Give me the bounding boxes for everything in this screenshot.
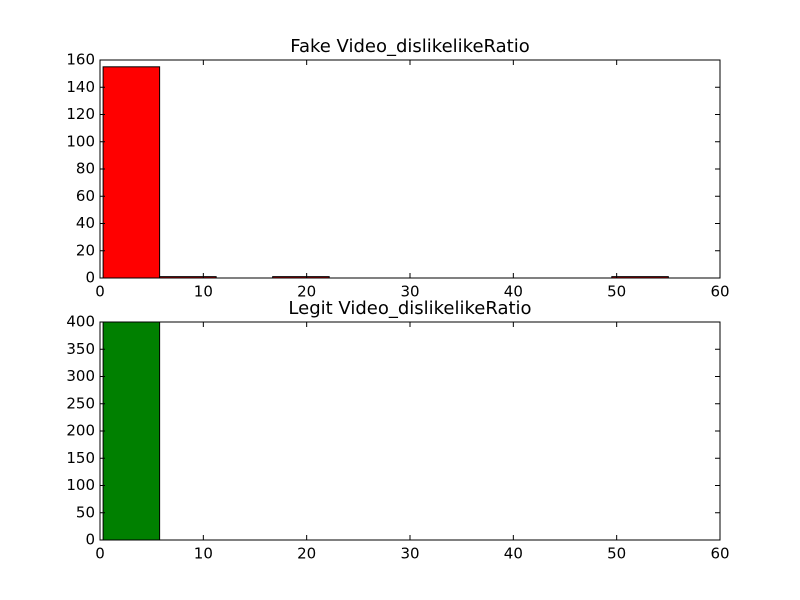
y-tick-label: 250	[66, 394, 95, 412]
y-tick-label: 100	[66, 476, 95, 494]
y-tick-label: 140	[66, 78, 95, 96]
y-tick-label: 120	[66, 105, 95, 123]
y-tick-label: 0	[85, 269, 95, 287]
bar	[611, 276, 669, 278]
x-tick-label: 40	[504, 545, 523, 563]
bar	[159, 276, 217, 278]
x-tick-label: 20	[297, 283, 316, 301]
chart-title: Legit Video_dislikelikeRatio	[288, 298, 531, 319]
plot-area	[102, 66, 669, 278]
y-tick-label: 60	[76, 187, 95, 205]
x-tick-label: 10	[194, 283, 213, 301]
y-tick-label: 200	[66, 422, 95, 440]
bar	[102, 66, 161, 278]
y-tick-label: 0	[85, 531, 95, 549]
x-tick-label: 50	[607, 545, 626, 563]
x-tick-label: 40	[504, 283, 523, 301]
y-tick-label: 80	[76, 160, 95, 178]
y-tick-label: 40	[76, 214, 95, 232]
x-tick-label: 50	[607, 283, 626, 301]
x-tick-label: 60	[710, 283, 729, 301]
x-tick-label: 0	[95, 283, 105, 301]
y-tick-label: 160	[66, 51, 95, 69]
y-tick-label: 150	[66, 449, 95, 467]
x-tick-label: 20	[297, 545, 316, 563]
y-tick-label: 50	[76, 503, 95, 521]
x-tick-label: 60	[710, 545, 729, 563]
bar	[102, 322, 161, 540]
y-tick-label: 300	[66, 367, 95, 385]
bar	[272, 276, 330, 278]
chart-title: Fake Video_dislikelikeRatio	[290, 36, 529, 57]
y-tick-label: 100	[66, 132, 95, 150]
y-tick-label: 20	[76, 241, 95, 259]
x-tick-label: 30	[400, 283, 419, 301]
x-tick-label: 30	[400, 545, 419, 563]
plot-area	[102, 322, 161, 540]
y-tick-label: 350	[66, 340, 95, 358]
x-tick-label: 10	[194, 545, 213, 563]
y-tick-label: 400	[66, 313, 95, 331]
x-tick-label: 0	[95, 545, 105, 563]
